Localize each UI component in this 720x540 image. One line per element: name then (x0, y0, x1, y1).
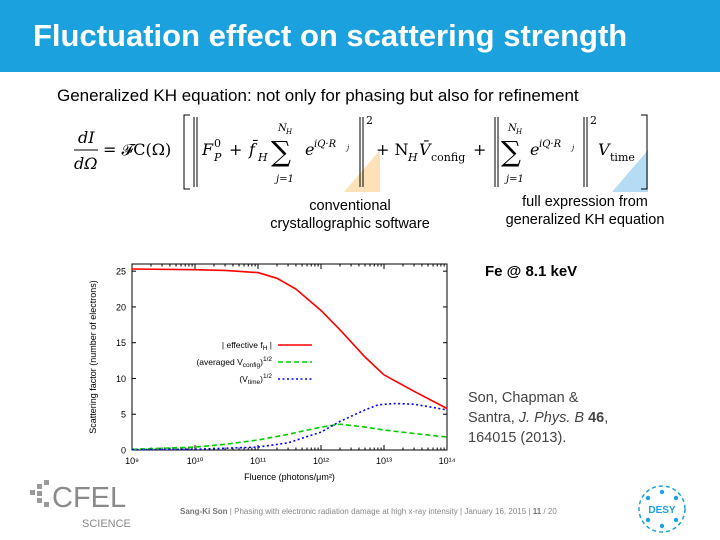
scattering-factor-chart: 0 5 10 15 20 25 10⁹ 10¹⁰ 10¹¹ 10¹² 10¹³ 10¹⁴ Fluence… (88, 263, 456, 482)
eq-time-v: V (598, 140, 611, 159)
cfel-logo-text: CFEL (52, 482, 126, 514)
x-axis-label: Fluence (photons/μm²) (244, 472, 335, 482)
note-conventional: conventional crystallographic software (250, 197, 450, 233)
wedge-right (612, 150, 648, 192)
desy-logo: DESY (638, 485, 686, 533)
eq-power-1: 2 (366, 114, 373, 127)
eq-lhs-denominator: dΩ (74, 154, 98, 173)
note-full-line1: full expression from (522, 194, 648, 210)
ref-line3: 164015 (2013). (468, 430, 567, 446)
eq-sum-upper-1: N (277, 123, 288, 134)
eq-fh: f̄ (248, 138, 258, 159)
x-tick-label: 10¹¹ (250, 456, 266, 466)
eq-config-v: V̄ (419, 138, 432, 159)
footer-total: / 20 (543, 507, 557, 516)
x-tick-label: 10¹³ (376, 456, 392, 466)
eq-exp-2: e (530, 140, 539, 159)
eq-fh-sub: H (257, 151, 268, 164)
note-full-expression: full expression from generalized KH equa… (485, 193, 685, 229)
eq-exp-sup-1: iQ·R (314, 139, 337, 150)
footer-sep-1: | (229, 507, 232, 516)
y-tick-label: 20 (116, 302, 126, 312)
y-tick-label: 5 (121, 410, 126, 420)
series-line-2 (131, 423, 448, 451)
eq-config-sub: config (431, 151, 465, 164)
eq-sum-upper-sub-2: H (515, 128, 523, 136)
eq-exp-sup-sub-1: j (345, 144, 350, 152)
footer-sep-2: | (460, 507, 463, 516)
fe-energy-label: Fe @ 8.1 keV (485, 263, 578, 280)
wedge-left (344, 150, 380, 192)
plot-frame (131, 263, 448, 451)
eq-fp-sub: P (213, 151, 222, 164)
generalized-kh-equation: dI dΩ = 𝓕C(Ω) F 0 P + f̄ H ∑ N H j=1 e i… (74, 114, 648, 190)
eq-exp-sup-2: iQ·R (539, 139, 562, 150)
eq-fp: F (201, 140, 214, 159)
footer-author: Sang-Ki Son (180, 507, 228, 516)
slide-subtitle: Generalized KH equation: not only for ph… (57, 86, 579, 105)
eq-plus-2: + (473, 140, 486, 159)
footer-sep-3: | (528, 507, 531, 516)
ref-volume: 46 (588, 410, 605, 426)
y-tick-label: 15 (116, 338, 126, 348)
x-tick-label: 10¹⁰ (187, 456, 204, 466)
footer-talk: Phasing with electronic radiation damage… (234, 507, 458, 516)
desy-logo-text: DESY (648, 505, 676, 516)
reference-citation: Son, Chapman & Santra, J. Phys. B 46, 16… (468, 388, 638, 448)
eq-sum-upper-2: N (507, 123, 518, 134)
eq-sum-lower-1: j=1 (274, 174, 294, 185)
x-tick-label: 10¹² (313, 456, 329, 466)
y-axis-label: Scattering factor (number of electrons) (88, 280, 98, 434)
eq-prefactor: = 𝓕C(Ω) (103, 140, 171, 159)
eq-sum-upper-sub-1: H (285, 128, 293, 136)
ref-line2: Santra, J. Phys. B 46, (468, 408, 638, 428)
eq-exp-1: e (305, 140, 314, 159)
legend-label-2: (averaged Vconfig)1/2 (196, 356, 272, 369)
eq-exp-sup-sub-2: j (570, 144, 575, 152)
slide-footer: Sang-Ki Son | Phasing with electronic ra… (180, 507, 557, 516)
note-full-line2: generalized KH equation (505, 212, 665, 228)
y-tick-label: 0 (121, 446, 126, 456)
ref-authors: Santra, (468, 410, 519, 426)
title-bar (0, 0, 720, 72)
eq-sum-1: ∑ (271, 135, 291, 168)
eq-fp-sup: 0 (214, 137, 221, 150)
eq-sum-lower-2: j=1 (504, 174, 524, 185)
note-conventional-line2: crystallographic software (270, 216, 430, 232)
series-line-1 (131, 268, 448, 410)
x-tick-label: 10¹⁴ (439, 456, 456, 466)
eq-time-sub: time (610, 151, 635, 164)
y-tick-label: 10 (116, 374, 126, 384)
series-line-3 (131, 402, 448, 451)
slide-title: Fluctuation effect on scattering strengt… (33, 18, 628, 53)
footer-page: 11 (532, 507, 542, 516)
ref-journal: J. Phys. B (518, 410, 585, 426)
y-tick-label: 25 (116, 267, 126, 277)
eq-config-prefix: + N (376, 140, 409, 159)
cfel-logo-subtext: SCIENCE (82, 518, 131, 530)
ref-comma: , (604, 410, 609, 426)
ref-line1: Son, Chapman & (468, 390, 579, 406)
cfel-logo: CFEL SCIENCE (30, 480, 131, 530)
x-tick-label: 10⁹ (125, 456, 139, 466)
eq-power-2: 2 (590, 114, 597, 127)
legend-label-1: | effective fH | (222, 340, 272, 352)
note-conventional-line1: conventional (309, 198, 391, 214)
eq-lhs-numerator: dI (78, 128, 95, 147)
legend-label-3: (Vtime)1/2 (239, 373, 272, 386)
eq-sum-2: ∑ (501, 135, 521, 168)
footer-date: January 16, 2015 (464, 507, 527, 516)
eq-config-sub-h: H (407, 151, 418, 164)
eq-plus-1: + (229, 140, 242, 159)
